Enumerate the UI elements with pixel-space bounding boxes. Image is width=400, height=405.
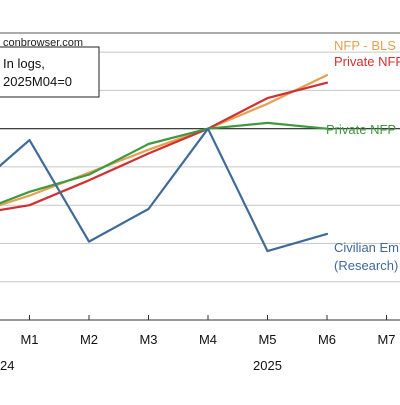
x-axis: M1 M2 M3 M4 M5 M6 M7 24 2025 bbox=[0, 315, 400, 373]
x-tick-label: M5 bbox=[258, 332, 276, 347]
x-tick-label: M3 bbox=[139, 332, 157, 347]
source-label: conbrowser.com bbox=[3, 37, 83, 49]
x-tick-label: M2 bbox=[80, 332, 98, 347]
series-line-1 bbox=[0, 73, 329, 207]
x-tick-label: M6 bbox=[318, 332, 336, 347]
series-lines bbox=[0, 73, 329, 253]
note-line-2: 2025M04=0 bbox=[3, 74, 72, 89]
year-label: 24 bbox=[0, 358, 14, 373]
x-tick-label: M7 bbox=[377, 332, 395, 347]
series-label: NFP - BLS bbox=[334, 38, 396, 53]
series-label: Private NFP bbox=[334, 54, 400, 69]
series-line-2 bbox=[0, 81, 329, 212]
series-label: (Research) bbox=[334, 258, 398, 273]
note-box-frame bbox=[0, 46, 100, 98]
x-tick-label: M4 bbox=[199, 332, 217, 347]
series-label: Private NFP bbox=[326, 122, 396, 137]
note-box: In logs, 2025M04=0 bbox=[0, 46, 100, 98]
year-label: 2025 bbox=[253, 358, 282, 373]
series-label: Civilian Em bbox=[334, 240, 399, 255]
series-line-4 bbox=[0, 127, 329, 253]
note-line-1: In logs, bbox=[3, 56, 45, 71]
x-tick-label: M1 bbox=[20, 332, 38, 347]
series-line-3 bbox=[0, 121, 329, 205]
